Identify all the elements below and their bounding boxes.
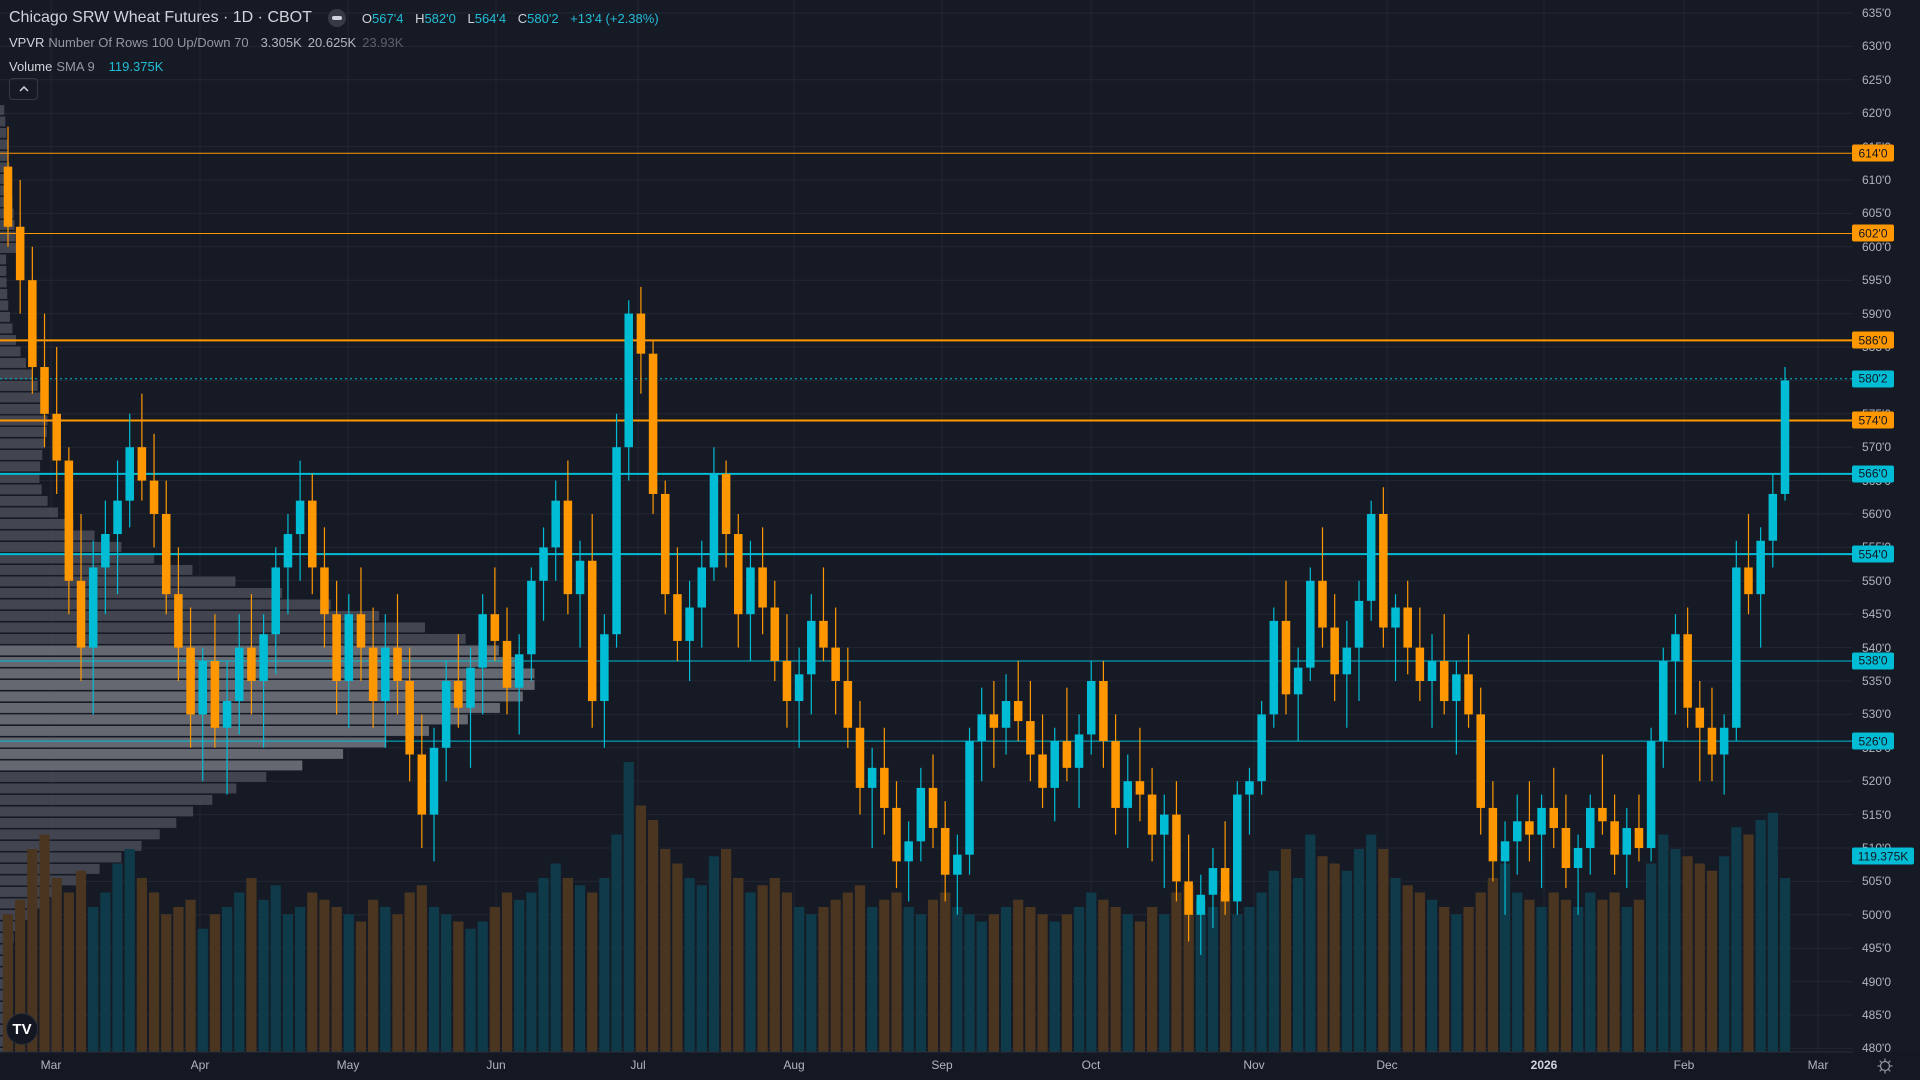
volume-sma-value: 119.375K bbox=[108, 58, 164, 74]
ohlc-values: O567'4 H582'0 L564'4 C580'2 +13'4 (+2.38… bbox=[362, 11, 667, 26]
indicator-name: VPVR bbox=[9, 34, 45, 50]
price-tick-label: 600'0 bbox=[1862, 239, 1891, 254]
minus-icon bbox=[331, 16, 342, 20]
time-tick-label: Feb bbox=[1673, 1058, 1695, 1072]
price-tick-label: 625'0 bbox=[1862, 72, 1891, 87]
symbol-row: Chicago SRW Wheat Futures · 1D · CBOT O5… bbox=[9, 6, 667, 30]
price-tick-label: 520'0 bbox=[1862, 774, 1891, 789]
close-label: C bbox=[517, 10, 528, 26]
price-tick-label: 530'0 bbox=[1862, 707, 1891, 722]
chevron-up-icon bbox=[18, 86, 29, 92]
vpvr-up-value: 3.305K bbox=[260, 34, 302, 50]
price-tick-label: 485'0 bbox=[1862, 1008, 1891, 1022]
collapse-legend-button[interactable] bbox=[9, 78, 38, 100]
indicator-volume[interactable]: Volume SMA 9 119.375K bbox=[9, 54, 667, 78]
price-tick-label: 540'0 bbox=[1862, 640, 1891, 655]
time-tick-label: 2026 bbox=[1530, 1058, 1558, 1072]
time-tick-label: Apr bbox=[190, 1058, 210, 1072]
close-value: 580'2 bbox=[527, 10, 559, 26]
price-tick-label: 495'0 bbox=[1862, 941, 1891, 956]
time-tick-label: Nov bbox=[1243, 1058, 1265, 1072]
tradingview-logo[interactable]: TV bbox=[6, 1013, 38, 1045]
price-level-badge[interactable]: 602'0 bbox=[1852, 224, 1894, 242]
vpvr-total-value: 23.93K bbox=[362, 34, 404, 50]
high-label: H bbox=[415, 10, 425, 26]
price-level-badge[interactable]: 580'2 bbox=[1852, 370, 1894, 388]
high-value: 582'0 bbox=[424, 10, 456, 26]
time-axis-bg bbox=[0, 1052, 1920, 1080]
open-label: O bbox=[361, 10, 373, 26]
vpvr-down-value: 20.625K bbox=[307, 34, 357, 50]
price-tick-label: 595'0 bbox=[1862, 273, 1891, 288]
price-tick-label: 535'0 bbox=[1862, 674, 1891, 688]
change-value: +13'4 (+2.38%) bbox=[570, 10, 659, 26]
indicator-params: Number Of Rows 100 Up/Down 70 bbox=[48, 34, 249, 50]
volume-sma-badge: 119.375K bbox=[1852, 847, 1914, 865]
price-tick-label: 630'0 bbox=[1862, 39, 1891, 54]
hide-symbol-button[interactable] bbox=[327, 9, 346, 27]
price-tick-label: 560'0 bbox=[1862, 507, 1891, 521]
chart-legend: Chicago SRW Wheat Futures · 1D · CBOT O5… bbox=[9, 6, 667, 78]
time-tick-label: Sep bbox=[931, 1058, 953, 1072]
price-level-badge[interactable]: 554'0 bbox=[1852, 545, 1894, 563]
price-tick-label: 480'0 bbox=[1862, 1041, 1891, 1056]
indicator-params: SMA 9 bbox=[56, 58, 95, 74]
price-tick-label: 635'0 bbox=[1862, 6, 1891, 20]
price-tick-label: 515'0 bbox=[1862, 807, 1891, 822]
time-tick-label: Jul bbox=[630, 1058, 646, 1072]
price-tick-label: 605'0 bbox=[1862, 206, 1891, 221]
price-tick-label: 490'0 bbox=[1862, 974, 1891, 989]
time-tick-label: Oct bbox=[1081, 1058, 1101, 1072]
price-tick-label: 610'0 bbox=[1862, 173, 1891, 187]
grid-lines bbox=[0, 0, 1853, 1052]
price-tick-label: 545'0 bbox=[1862, 607, 1891, 622]
price-tick-label: 500'0 bbox=[1862, 907, 1891, 922]
price-tick-label: 570'0 bbox=[1862, 440, 1891, 455]
price-level-badge[interactable]: 574'0 bbox=[1852, 411, 1894, 429]
volume-bars bbox=[2, 762, 1791, 1052]
settings-gear-icon[interactable] bbox=[1877, 1058, 1893, 1074]
indicator-name: Volume bbox=[9, 58, 53, 74]
price-tick-label: 620'0 bbox=[1862, 106, 1891, 121]
low-value: 564'4 bbox=[474, 10, 507, 26]
time-tick-label: Jun bbox=[486, 1058, 506, 1072]
open-value: 567'4 bbox=[372, 10, 404, 26]
price-level-badge[interactable]: 614'0 bbox=[1852, 144, 1894, 162]
price-tick-label: 550'0 bbox=[1862, 573, 1891, 588]
price-tick-label: 590'0 bbox=[1862, 306, 1891, 321]
time-tick-label: May bbox=[336, 1058, 360, 1072]
indicator-vpvr[interactable]: VPVR Number Of Rows 100 Up/Down 70 3.305… bbox=[9, 30, 667, 54]
horizontal-levels bbox=[0, 152, 1853, 742]
price-level-badge[interactable]: 526'0 bbox=[1852, 732, 1894, 750]
time-tick-label: Mar bbox=[1807, 1058, 1829, 1072]
price-axis-bg bbox=[1853, 0, 1920, 1080]
time-tick-label: Mar bbox=[40, 1058, 62, 1072]
price-level-badge[interactable]: 586'0 bbox=[1852, 331, 1894, 349]
price-tick-label: 505'0 bbox=[1862, 874, 1891, 889]
price-level-badge[interactable]: 566'0 bbox=[1852, 465, 1894, 483]
candlesticks bbox=[3, 126, 1790, 955]
time-tick-label: Aug bbox=[783, 1058, 805, 1072]
symbol-title[interactable]: Chicago SRW Wheat Futures · 1D · CBOT bbox=[9, 9, 312, 26]
time-tick-label: Dec bbox=[1376, 1058, 1398, 1072]
price-level-badge[interactable]: 538'0 bbox=[1852, 652, 1894, 670]
low-label: L bbox=[467, 10, 475, 26]
